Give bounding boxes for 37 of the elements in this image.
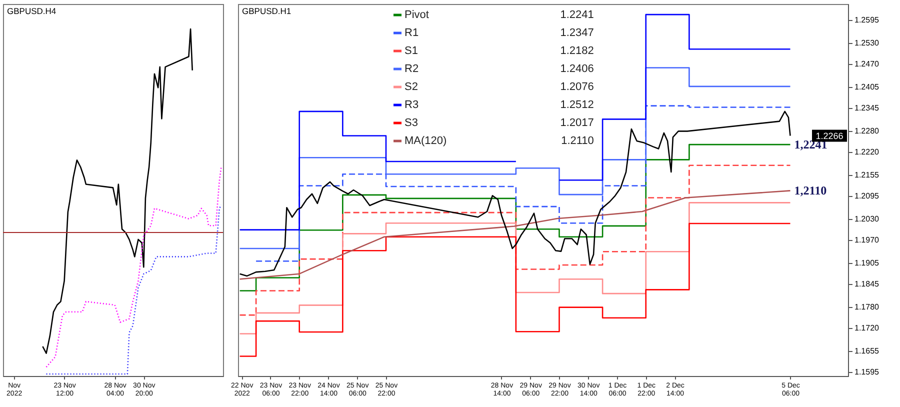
y-tick-label: 1.2280 bbox=[854, 126, 880, 136]
chart-title: GBPUSD.H4 bbox=[7, 6, 56, 16]
y-tick-label: 1.2155 bbox=[854, 170, 880, 180]
y-tick-label: 1.2345 bbox=[854, 103, 880, 112]
legend-label: Pivot bbox=[404, 9, 429, 21]
y-tick-label: 1.2220 bbox=[854, 147, 880, 156]
annotation: 1.2182 bbox=[560, 45, 594, 57]
annotation: 1.2512 bbox=[560, 99, 594, 111]
legend-label: R1 bbox=[404, 27, 419, 39]
y-tick-label: 1.2405 bbox=[854, 82, 880, 92]
y-tick-label: 1.1970 bbox=[854, 236, 880, 245]
legend-label: R2 bbox=[404, 63, 419, 75]
y-tick-label: 1.1655 bbox=[854, 346, 880, 356]
y-tick-label: 1.2095 bbox=[854, 191, 880, 200]
y-tick-label: 1.1595 bbox=[854, 368, 880, 377]
line-series bbox=[239, 190, 791, 280]
annotation: 1.2347 bbox=[560, 27, 594, 39]
annotation: 1.2241 bbox=[560, 9, 594, 21]
annotation: 1.2406 bbox=[560, 63, 594, 75]
annotation: 1.2017 bbox=[560, 117, 594, 129]
legend-label: R3 bbox=[404, 99, 419, 111]
annotation: 1,2110 bbox=[794, 184, 827, 198]
chart-title: GBPUSD.H1 bbox=[242, 6, 292, 16]
y-tick-label: 1.1845 bbox=[854, 280, 880, 289]
annotation: 1.2110 bbox=[561, 135, 594, 147]
y-tick-label: 1.2030 bbox=[854, 214, 880, 224]
y-tick-label: 1.1720 bbox=[854, 324, 880, 333]
y-tick-label: 1.2470 bbox=[854, 59, 880, 68]
legend-label: MA(120) bbox=[404, 135, 447, 147]
legend-label: S2 bbox=[404, 81, 418, 93]
y-tick-label: 1.2530 bbox=[854, 38, 880, 48]
annotation: 1.2076 bbox=[560, 81, 594, 93]
legend-label: S3 bbox=[404, 117, 418, 129]
y-tick-label: 1.1905 bbox=[854, 258, 880, 268]
y-tick-label: 1.1780 bbox=[854, 302, 880, 312]
legend-label: S1 bbox=[404, 45, 418, 57]
y-tick-label: 1.2595 bbox=[854, 15, 880, 24]
